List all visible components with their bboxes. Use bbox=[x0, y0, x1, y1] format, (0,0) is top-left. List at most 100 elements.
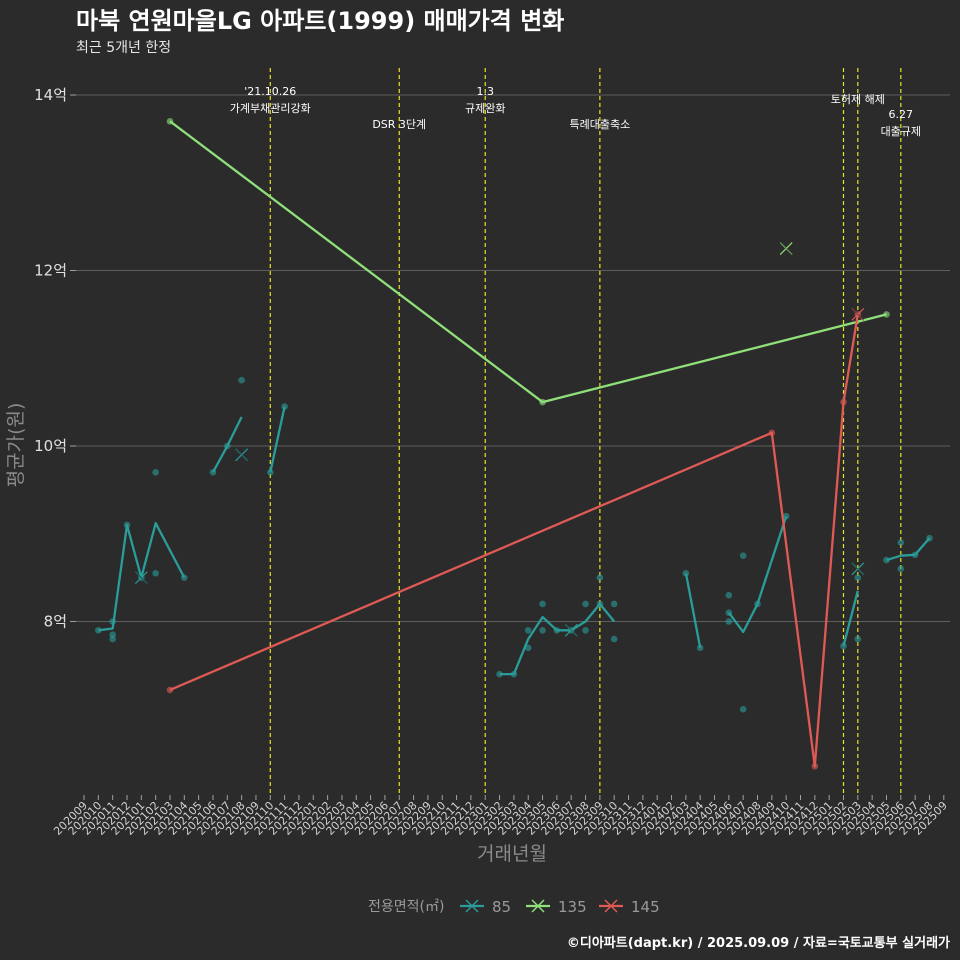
data-point-85 bbox=[897, 539, 905, 546]
data-point-85 bbox=[181, 574, 188, 581]
legend-label: 85 bbox=[492, 898, 511, 916]
policy-annotation: '21.10.26 bbox=[244, 85, 296, 98]
grid-lines bbox=[76, 94, 950, 622]
cross-marker-85 bbox=[564, 623, 578, 637]
cross-marker-135 bbox=[779, 242, 793, 255]
data-point-85 bbox=[539, 626, 546, 634]
policy-annotation: 1.3 bbox=[476, 85, 494, 98]
policy-annotation: DSR 3단계 bbox=[372, 118, 426, 131]
data-point-85 bbox=[854, 635, 862, 643]
legend-key-cross bbox=[604, 899, 618, 913]
cross-stroke bbox=[779, 242, 793, 255]
legend-item-145: 145 bbox=[599, 898, 660, 916]
cross-marker-85 bbox=[235, 448, 249, 462]
cross-stroke bbox=[235, 448, 248, 461]
data-series bbox=[95, 118, 933, 770]
legend-key-cross bbox=[465, 899, 479, 913]
legend-key-cross bbox=[531, 899, 545, 913]
data-point-135 bbox=[166, 118, 174, 125]
legend-item-135: 135 bbox=[526, 898, 587, 916]
data-point-85 bbox=[152, 469, 159, 476]
data-point-85 bbox=[754, 600, 761, 608]
data-point-145 bbox=[166, 686, 174, 694]
series-85 bbox=[95, 376, 933, 713]
y-tick-label: 12억 bbox=[34, 262, 67, 280]
data-point-85 bbox=[524, 626, 532, 634]
data-point-85 bbox=[238, 376, 245, 384]
data-point-85 bbox=[266, 469, 274, 476]
chart-subtitle: 최근 5개년 한정 bbox=[76, 40, 171, 56]
data-point-85 bbox=[696, 644, 704, 652]
y-axis-title: 평균가(원) bbox=[5, 403, 27, 488]
chart-title: 마북 연원마을LG 아파트(1999) 매매가격 변화 bbox=[76, 7, 564, 35]
policy-annotation: 토허제 해제 bbox=[831, 92, 885, 106]
data-point-85 bbox=[926, 534, 933, 542]
series-line-85 bbox=[98, 522, 186, 632]
policy-annotation: 규제완화 bbox=[465, 102, 505, 115]
y-tick-label: 14억 bbox=[34, 86, 67, 104]
data-point-85 bbox=[524, 644, 532, 652]
data-point-85 bbox=[840, 642, 847, 650]
policy-annotation: 특례대출축소 bbox=[570, 118, 631, 131]
cross-stroke bbox=[565, 624, 578, 637]
data-point-85 bbox=[739, 552, 747, 559]
legend-label: 145 bbox=[631, 898, 660, 916]
data-point-85 bbox=[725, 618, 733, 625]
policy-annotation: 가계부채관리강화 bbox=[230, 102, 311, 115]
data-point-85 bbox=[553, 626, 561, 634]
data-point-85 bbox=[610, 635, 618, 643]
cross-marker-85 bbox=[134, 571, 148, 585]
policy-annotation: 대출규제 bbox=[881, 125, 921, 138]
data-point-145 bbox=[840, 398, 847, 406]
chart-caption: ©디아파트(dapt.kr) / 2025.09.09 / 자료=국토교통부 실… bbox=[567, 935, 950, 951]
data-point-85 bbox=[152, 569, 159, 577]
legend: 전용면적(㎡) 85 135 145 bbox=[368, 898, 660, 916]
data-point-85 bbox=[582, 626, 589, 634]
cross-marker-85 bbox=[851, 562, 865, 576]
series-line-85 bbox=[886, 537, 931, 562]
data-point-85 bbox=[610, 600, 618, 608]
legend-title: 전용면적(㎡) bbox=[368, 899, 444, 915]
data-point-85 bbox=[539, 600, 546, 608]
data-point-85 bbox=[782, 512, 790, 520]
y-axis: 8억 10억 12억 14억 bbox=[34, 86, 76, 631]
y-tick-label: 10억 bbox=[34, 437, 67, 455]
x-axis: 2020092020102020112020122021012021022021… bbox=[51, 795, 950, 838]
cross-stroke bbox=[135, 571, 148, 584]
data-point-85 bbox=[281, 403, 288, 410]
series-line-85 bbox=[269, 406, 286, 473]
data-point-85 bbox=[725, 609, 733, 617]
policy-annotation: 6.27 bbox=[889, 108, 914, 121]
data-point-85 bbox=[854, 574, 862, 581]
data-point-85 bbox=[725, 591, 733, 599]
data-point-85 bbox=[496, 670, 503, 678]
data-point-135 bbox=[883, 311, 890, 318]
legend-label: 135 bbox=[558, 898, 587, 916]
data-point-85 bbox=[596, 600, 604, 608]
data-point-85 bbox=[883, 556, 890, 564]
cross-stroke bbox=[851, 308, 865, 321]
series-135 bbox=[166, 118, 890, 406]
data-point-85 bbox=[739, 705, 747, 713]
data-point-85 bbox=[582, 600, 589, 608]
cross-marker-145 bbox=[851, 307, 865, 321]
series-145 bbox=[166, 307, 865, 770]
data-point-85 bbox=[95, 626, 102, 634]
data-point-145 bbox=[768, 429, 776, 437]
cross-stroke bbox=[851, 562, 865, 576]
data-point-145 bbox=[811, 762, 819, 770]
series-line-85 bbox=[727, 515, 788, 634]
legend-item-85: 85 bbox=[460, 898, 511, 916]
data-point-85 bbox=[123, 521, 131, 529]
data-point-85 bbox=[897, 565, 905, 573]
data-point-85 bbox=[224, 442, 231, 450]
series-line-85 bbox=[842, 590, 859, 647]
data-point-85 bbox=[109, 635, 116, 643]
data-point-85 bbox=[109, 618, 116, 625]
series-line-85 bbox=[684, 572, 702, 649]
y-tick-label: 8억 bbox=[44, 613, 67, 631]
data-point-135 bbox=[539, 398, 546, 406]
data-point-85 bbox=[209, 469, 217, 476]
